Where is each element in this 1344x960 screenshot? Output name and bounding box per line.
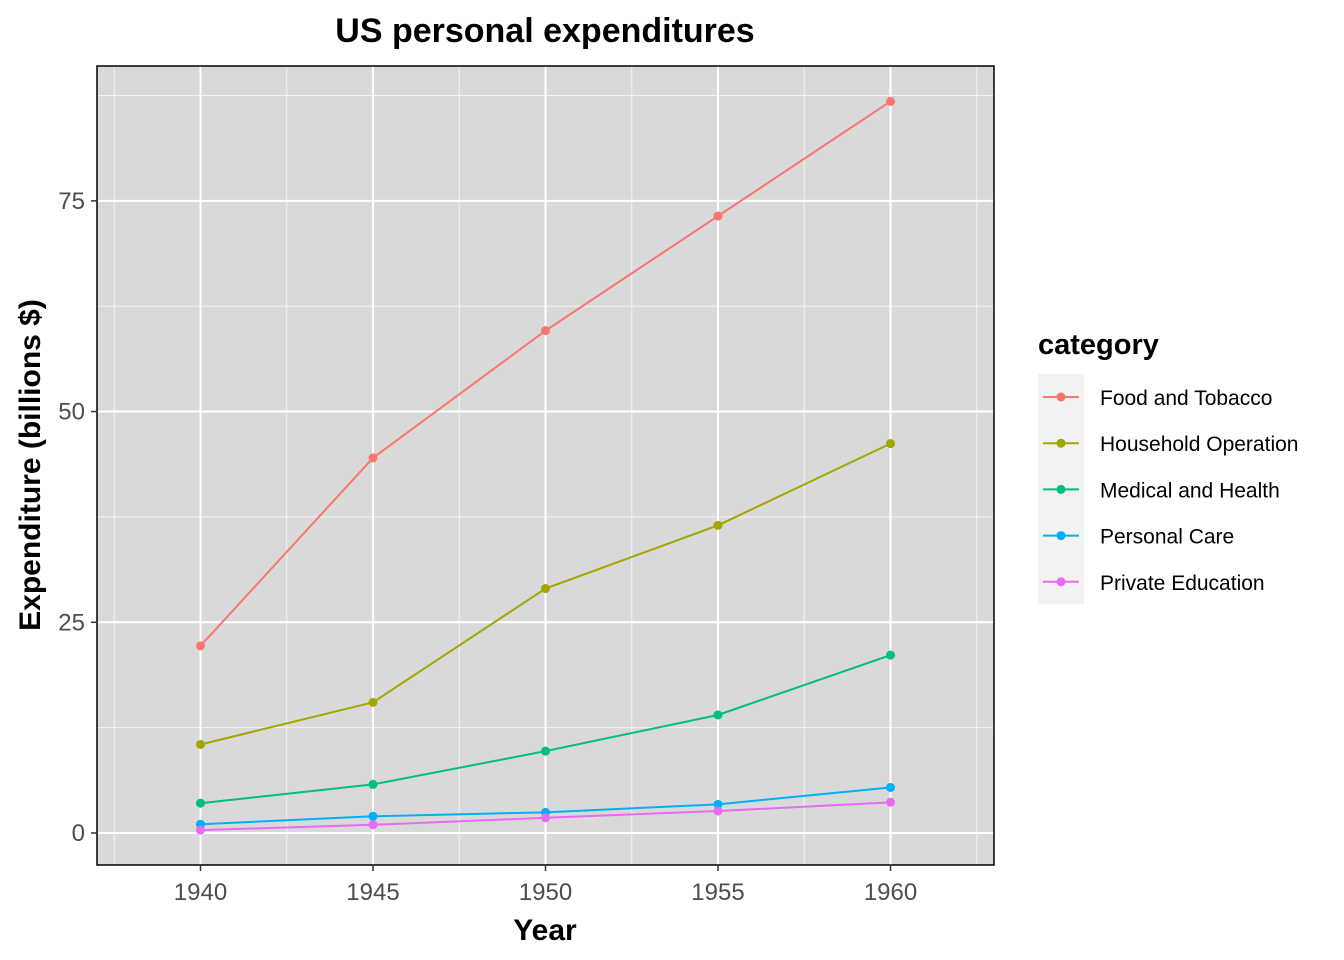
x-tick-label: 1950 [519,879,572,906]
data-point [368,779,378,789]
data-point [541,584,550,594]
data-point [196,641,205,651]
series-layer [196,96,895,835]
data-point [713,799,723,809]
data-point [886,782,895,792]
legend-key-point [1056,484,1066,494]
data-point [541,326,550,336]
legend: category Food and Tobacco Household Opera… [1038,329,1298,604]
data-point [713,211,723,221]
data-point [713,710,723,720]
legend-label: Personal Care [1100,526,1234,549]
legend-key-point [1056,531,1066,541]
legend-label: Medical and Health [1100,479,1280,502]
grid-lines [97,66,994,865]
x-axis-title: Year [513,914,577,947]
y-tick-label: 0 [72,820,85,847]
x-tick-label: 1955 [691,879,744,906]
data-point [713,520,723,530]
legend-item: Private Education [1043,572,1265,595]
data-point [368,811,378,821]
data-point [886,797,895,807]
legend-title: category [1038,329,1159,361]
data-point [886,650,895,660]
data-point [541,813,550,823]
data-point [368,820,378,830]
data-point [541,746,550,756]
data-point [886,96,895,106]
data-point [196,825,205,835]
data-point [713,806,723,816]
data-point [368,453,378,463]
y-axis-title: Expenditure (billions $) [14,299,47,631]
data-point [886,439,895,449]
x-tick-label: 1960 [864,879,917,906]
chart-title: US personal expenditures [335,12,754,50]
legend-item: Medical and Health [1043,479,1280,502]
legend-label: Food and Tobacco [1100,387,1272,410]
legend-key-point [1056,392,1066,402]
data-point [196,739,205,749]
series-household-operation [196,439,895,749]
y-tick-label: 50 [58,399,85,426]
series-private-education [196,797,895,835]
legend-key-point [1056,438,1066,448]
data-point [196,798,205,808]
x-tick-label: 1940 [174,879,227,906]
y-tick-label: 75 [58,188,85,215]
legend-label: Private Education [1100,572,1265,595]
legend-item: Household Operation [1043,433,1298,456]
legend-item: Personal Care [1043,526,1234,549]
legend-item: Food and Tobacco [1043,387,1272,410]
x-axis: 1940 1945 1950 1955 1960 [174,865,917,906]
legend-label: Household Operation [1100,433,1298,456]
x-tick-label: 1945 [346,879,399,906]
series-medical-and-health [196,650,895,808]
series-food-and-tobacco [196,96,895,651]
legend-key-point [1056,577,1066,587]
data-point [368,697,378,707]
y-tick-label: 25 [58,609,85,636]
y-axis: 0 25 50 75 [58,188,97,847]
